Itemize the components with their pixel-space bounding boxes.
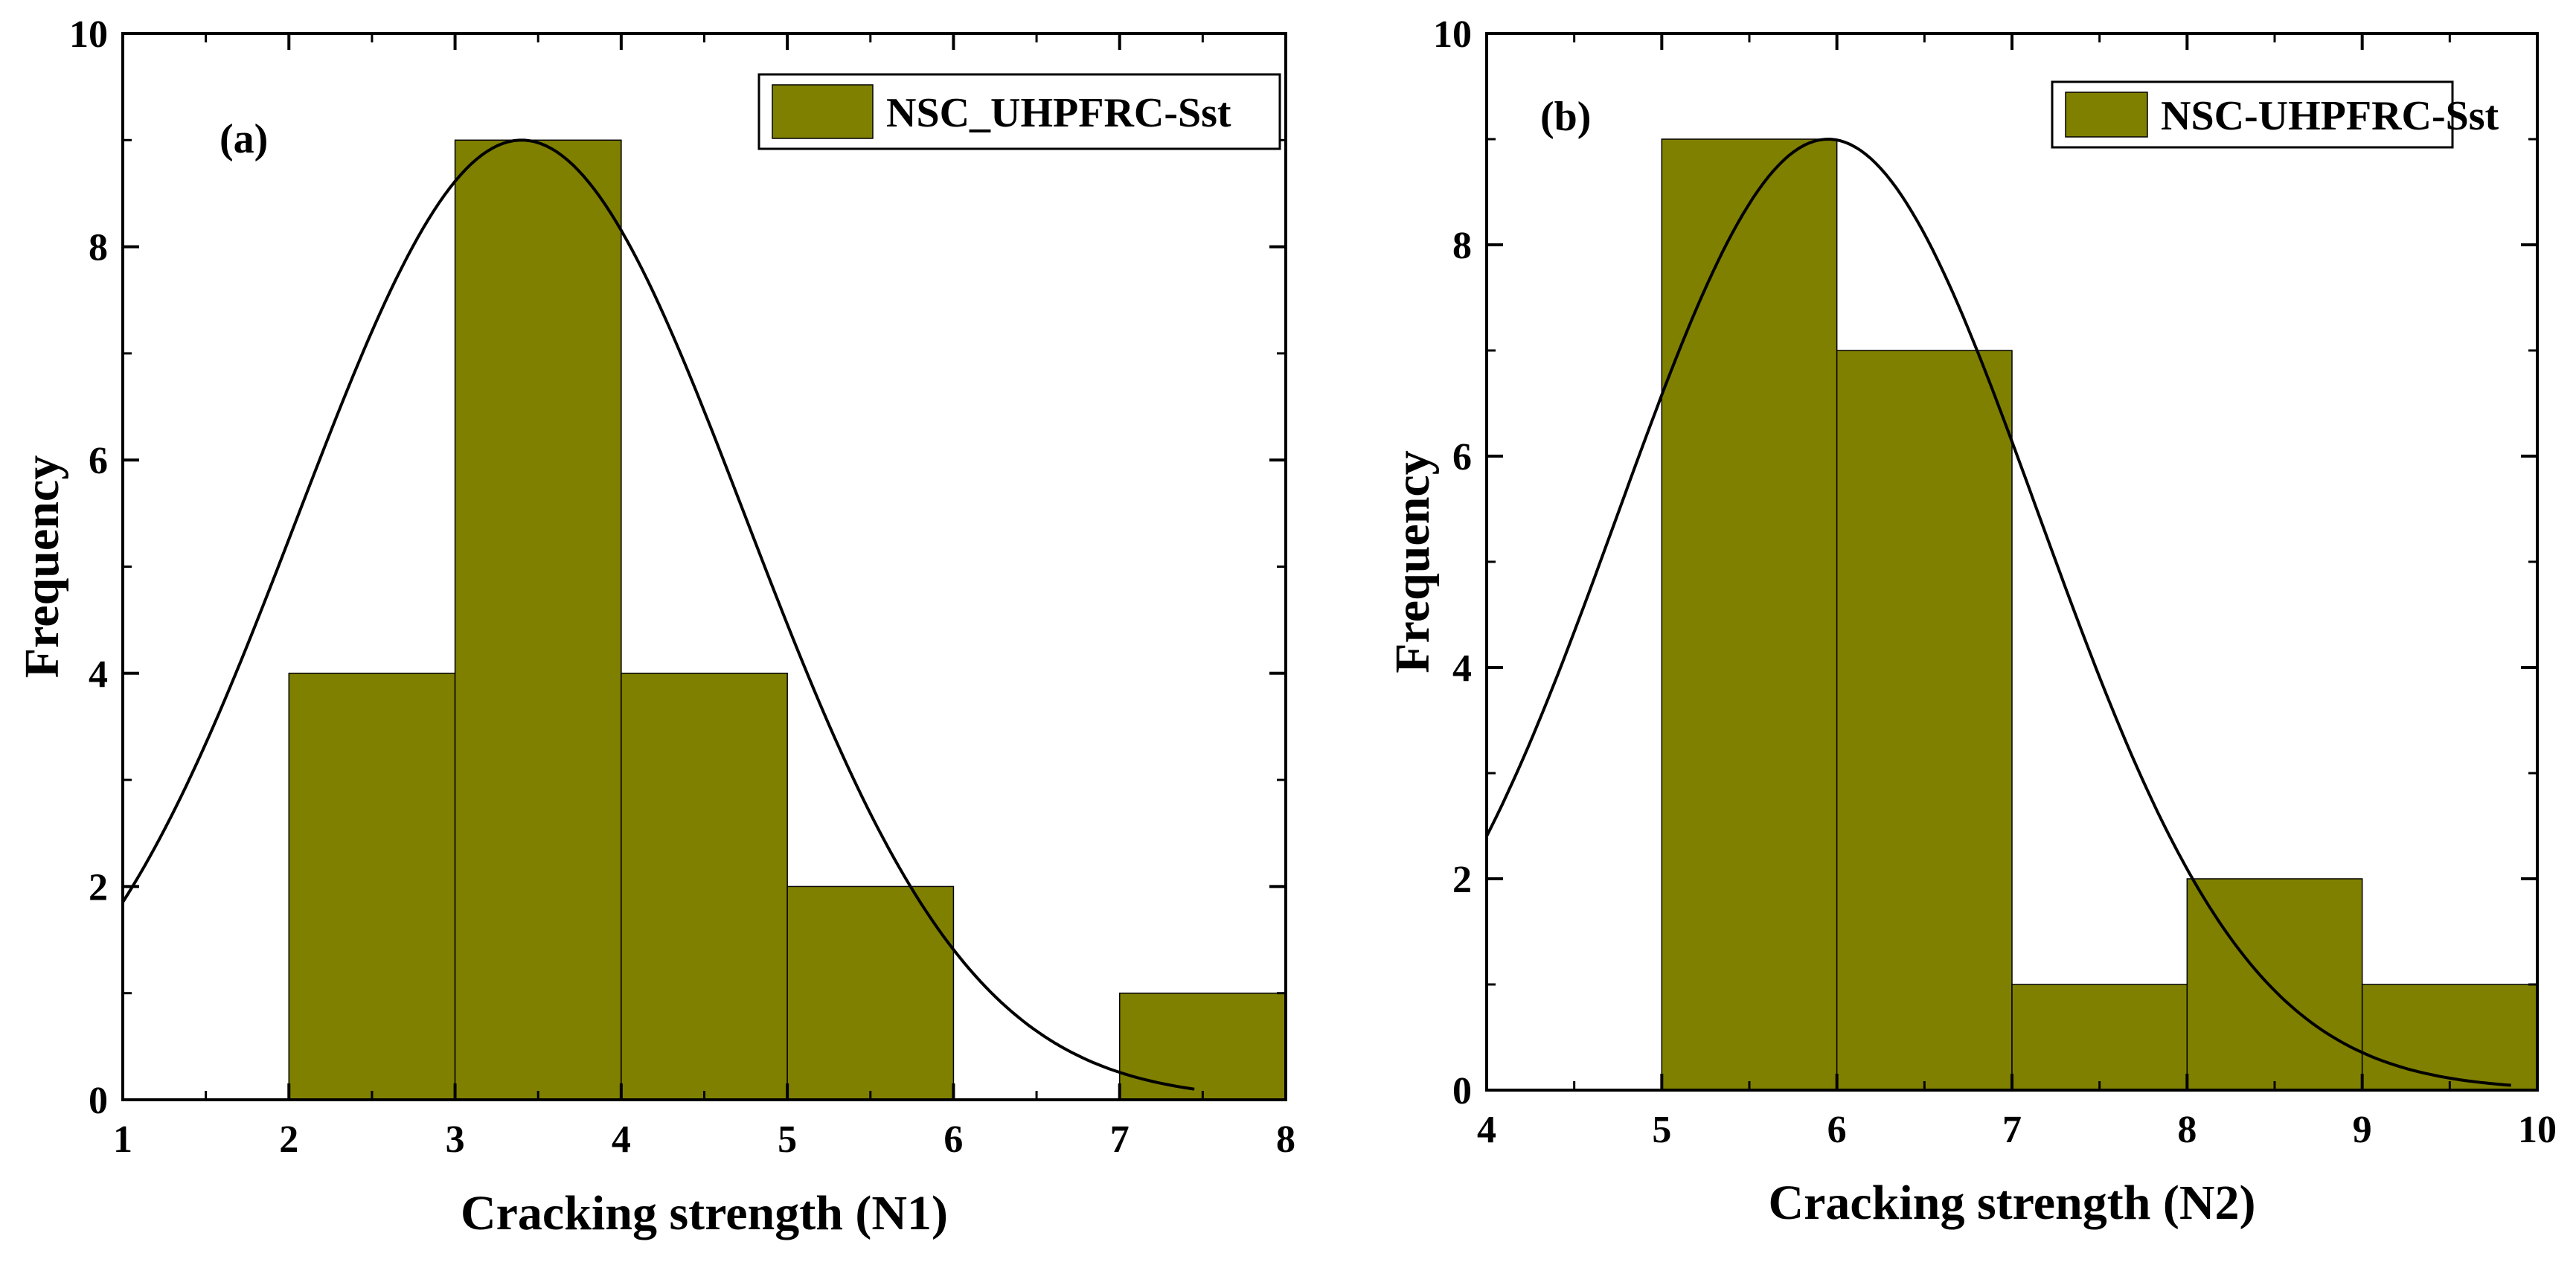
x-tick-label: 4 [1477, 1109, 1496, 1151]
legend-swatch [772, 84, 874, 139]
x-tick-label: 2 [279, 1118, 298, 1161]
x-tick-label: 7 [1110, 1118, 1130, 1161]
histogram-bar [454, 139, 622, 1101]
normal-fit-curve [121, 138, 1195, 1091]
y-axis-title: Frequency [1385, 450, 1440, 673]
histogram-bar [2011, 984, 2188, 1091]
histogram-bar [2361, 984, 2538, 1091]
normal-fit-curve [1485, 137, 2511, 1087]
legend-label: NSC_UHPFRC-Sst [886, 90, 1231, 136]
histogram-bar [786, 885, 955, 1101]
y-tick-label: 6 [89, 440, 108, 482]
x-tick-label: 7 [2002, 1109, 2022, 1151]
y-tick-label: 6 [1452, 436, 1472, 478]
y-tick-label: 10 [1433, 13, 1472, 56]
x-tick-label: 4 [612, 1118, 631, 1161]
y-tick-label: 10 [69, 13, 108, 56]
panel-label: (b) [1540, 94, 1591, 140]
y-tick-label: 0 [1452, 1070, 1472, 1112]
panel-b: 4 5 6 7 8 9 10 0 2 4 6 8 10 Cracking strength (N2) Fre… [1385, 13, 2557, 1230]
y-tick-label: 4 [1452, 647, 1472, 690]
x-axis-title: Cracking strength (N1) [461, 1186, 948, 1240]
x-tick-label: 5 [778, 1118, 797, 1161]
x-tick-label: 8 [1276, 1118, 1295, 1161]
y-axis-title: Frequency [15, 455, 69, 678]
y-tick-label: 8 [89, 227, 108, 269]
x-tick-label: 10 [2518, 1109, 2557, 1151]
x-axis-title: Cracking strength (N2) [1768, 1176, 2255, 1230]
x-tick-label: 9 [2353, 1109, 2372, 1151]
legend-swatch [2065, 92, 2148, 138]
y-tick-label: 8 [1452, 225, 1472, 267]
x-tick-label: 6 [1827, 1109, 1847, 1151]
histogram-bar [2186, 878, 2363, 1091]
y-tick-label: 2 [89, 866, 108, 909]
y-tick-label: 4 [89, 653, 108, 696]
x-tick-label: 8 [2177, 1109, 2197, 1151]
histogram-bar [1661, 138, 1838, 1091]
panel-label: (a) [220, 116, 268, 162]
legend-label: NSC-UHPFRC-Sst [2161, 93, 2499, 139]
histogram-bar [1118, 992, 1287, 1101]
y-tick-label: 2 [1452, 859, 1472, 901]
x-tick-label: 1 [113, 1118, 132, 1161]
histogram-bar [621, 673, 788, 1101]
x-tick-label: 5 [1652, 1109, 1671, 1151]
x-tick-label: 6 [943, 1118, 963, 1161]
histogram-bar [288, 673, 456, 1101]
x-tick-label: 3 [446, 1118, 465, 1161]
histogram-bar [1836, 350, 2013, 1091]
y-tick-label: 0 [89, 1080, 108, 1122]
panel-a: 1 2 3 4 5 6 7 8 0 2 4 6 8 10 Cracking strength (N1) Fre… [15, 13, 1295, 1240]
